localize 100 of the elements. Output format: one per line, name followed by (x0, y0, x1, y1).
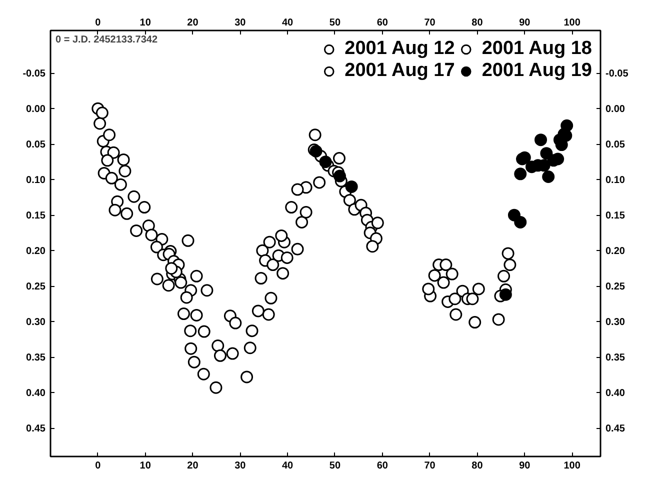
y-tick-label: 0.05 (26, 140, 46, 151)
point (174, 276, 188, 289)
point (150, 240, 163, 254)
point (184, 324, 197, 338)
point (150, 272, 164, 286)
point (291, 242, 304, 256)
point (190, 270, 203, 282)
point (366, 240, 379, 253)
point (128, 190, 140, 203)
point (266, 258, 280, 272)
x-tick-label: 30 (234, 18, 246, 28)
point (300, 206, 312, 218)
point (94, 117, 106, 130)
x2-tick-label: 40 (282, 460, 294, 472)
point (244, 342, 256, 354)
x2-tick-label: 60 (376, 460, 388, 472)
point (108, 204, 122, 216)
x2-tick-label: 0 (95, 460, 102, 472)
annotation: 0 = J.D. 2452133.7342 (56, 34, 158, 46)
point (472, 282, 485, 296)
y2-tick-label: 0.25 (606, 282, 626, 293)
point (371, 216, 384, 230)
point (542, 170, 555, 183)
y-tick-label: 0.45 (26, 424, 46, 435)
point (291, 183, 304, 196)
point (514, 216, 527, 228)
y2-tick-label: 0.40 (606, 388, 626, 400)
point (226, 347, 239, 360)
y2-tick-label: 0.45 (606, 424, 626, 435)
point (184, 342, 198, 355)
y2-tick-label: 0.20 (606, 246, 626, 258)
point (254, 272, 268, 285)
point (499, 288, 512, 301)
point (448, 292, 462, 306)
x-tick-label: 70 (424, 18, 436, 28)
point (343, 194, 356, 206)
point (105, 172, 118, 184)
point (333, 170, 346, 182)
x-tick-label: 100 (564, 18, 581, 28)
point (534, 134, 548, 146)
x-tick-label: 50 (329, 18, 341, 28)
point (162, 279, 175, 292)
point (182, 234, 194, 247)
point (188, 356, 200, 368)
point (280, 251, 294, 264)
y-tick-label: 0.10 (26, 175, 46, 186)
point (118, 164, 132, 178)
point (446, 268, 458, 280)
legend-label: 2001 Aug 17 (344, 60, 455, 82)
y-tick-label: 0.40 (26, 388, 46, 400)
point (437, 276, 450, 289)
point (428, 269, 441, 282)
point (246, 324, 258, 338)
point (130, 224, 143, 237)
x2-tick-label: 90 (519, 460, 531, 472)
legend-label: 2001 Aug 12 (344, 38, 455, 60)
x2-tick-label: 70 (424, 460, 436, 472)
point (190, 308, 203, 322)
x2-tick-label: 50 (329, 460, 341, 472)
x-tick-label: 90 (519, 18, 531, 28)
point (502, 247, 514, 260)
point (210, 381, 222, 394)
point (466, 292, 479, 306)
y-tick-label: -0.05 (22, 68, 46, 80)
point (214, 349, 226, 362)
legend-label: 2001 Aug 19 (482, 60, 592, 82)
point (145, 228, 158, 242)
point (117, 153, 130, 166)
point (450, 308, 462, 321)
point (165, 262, 178, 275)
y-tick-label: 0.35 (26, 352, 46, 364)
y-tick-label: 0.15 (26, 210, 46, 222)
point (296, 216, 308, 228)
point (263, 236, 276, 248)
x-tick-label: 60 (376, 18, 388, 28)
point (103, 128, 116, 142)
point (138, 201, 151, 214)
point (120, 207, 134, 220)
point (504, 258, 516, 272)
point (198, 325, 210, 338)
point (275, 229, 288, 242)
point (212, 340, 224, 352)
y2-tick-label: 0.15 (606, 210, 626, 222)
point (107, 146, 120, 159)
point (252, 304, 264, 318)
point (276, 267, 290, 280)
point (101, 154, 114, 167)
point (514, 168, 527, 180)
point (468, 316, 482, 329)
point (197, 368, 210, 380)
point (229, 316, 242, 330)
x2-tick-label: 80 (472, 460, 484, 472)
x2-tick-label: 20 (187, 460, 199, 472)
point (345, 180, 358, 193)
x2-tick-label: 30 (234, 460, 246, 472)
x2-tick-label: 100 (564, 460, 581, 472)
y-tick-label: 0.00 (26, 104, 46, 116)
point (440, 258, 452, 272)
point (319, 156, 332, 168)
point (313, 176, 326, 189)
